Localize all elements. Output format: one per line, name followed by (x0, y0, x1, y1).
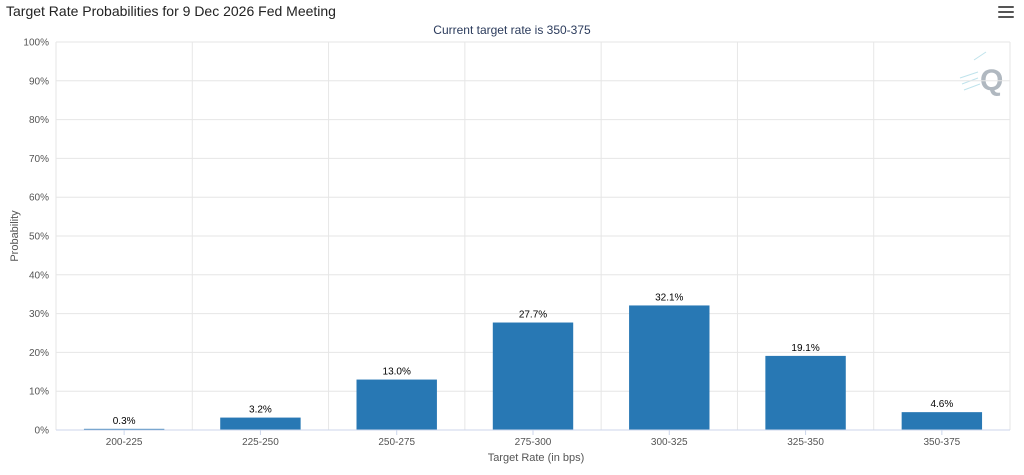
data-label: 19.1% (791, 343, 819, 354)
bar-300-325[interactable] (629, 305, 710, 430)
data-label: 0.3% (113, 416, 136, 427)
y-tick-label: 90% (29, 76, 49, 87)
bar-350-375[interactable] (901, 412, 983, 430)
y-tick-label: 30% (29, 309, 49, 320)
y-tick-label: 20% (29, 348, 49, 359)
y-tick-label: 50% (29, 232, 49, 243)
x-axis-title: Target Rate (in bps) (488, 452, 585, 464)
y-tick-label: 40% (29, 270, 49, 281)
x-tick-label: 225-250 (242, 437, 279, 448)
bar-225-250[interactable] (220, 417, 301, 430)
y-tick-label: 0% (35, 426, 50, 437)
data-label: 4.6% (930, 399, 953, 410)
bar-250-275[interactable] (356, 379, 437, 430)
y-axis-title: Probability (9, 210, 21, 262)
x-tick-label: 250-275 (378, 437, 415, 448)
x-tick-label: 200-225 (106, 437, 143, 448)
chart-title: Target Rate Probabilities for 9 Dec 2026… (6, 3, 336, 19)
data-label: 27.7% (519, 310, 547, 321)
y-tick-label: 10% (29, 387, 49, 398)
x-tick-label: 325-350 (787, 437, 824, 448)
hamburger-menu-icon[interactable] (998, 6, 1014, 20)
x-tick-label: 350-375 (924, 437, 961, 448)
bar-325-350[interactable] (765, 355, 846, 430)
y-tick-label: 60% (29, 193, 49, 204)
data-label: 32.1% (655, 292, 683, 303)
y-tick-label: 70% (29, 154, 49, 165)
data-label: 13.0% (383, 367, 411, 378)
bar-200-225[interactable] (83, 428, 165, 430)
chart-subtitle: Current target rate is 350-375 (433, 23, 591, 37)
bar-275-300[interactable] (492, 322, 574, 430)
y-tick-label: 100% (23, 38, 49, 49)
data-label: 3.2% (249, 405, 272, 416)
x-tick-label: 275-300 (515, 437, 552, 448)
x-tick-label: 300-325 (651, 437, 688, 448)
y-tick-label: 80% (29, 115, 49, 126)
